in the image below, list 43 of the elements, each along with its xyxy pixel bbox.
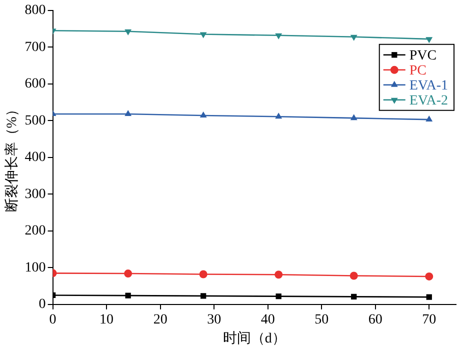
point — [426, 116, 433, 122]
x-axis-title: 时间（d） — [222, 330, 286, 346]
point — [124, 110, 132, 116]
point — [426, 37, 433, 44]
point — [124, 29, 132, 36]
y-tick-label: 200 — [24, 224, 46, 239]
y-tick-label: 700 — [24, 40, 46, 55]
y-tick-label: 400 — [24, 150, 46, 166]
y-tick-label: 600 — [24, 76, 46, 92]
point — [276, 293, 282, 300]
y-tick-label: 0 — [38, 297, 46, 312]
legend-label: PVC — [409, 48, 437, 64]
point — [274, 270, 283, 279]
x-tick-label: 50 — [314, 312, 329, 328]
legend-label: EVA-1 — [409, 78, 448, 94]
y-axis-title: 断裂伸长率（%） — [4, 102, 20, 212]
y-tick-label: 100 — [24, 260, 46, 276]
x-tick-label: 0 — [49, 312, 56, 328]
point — [350, 272, 358, 280]
y-tick-label: 500 — [24, 113, 46, 128]
x-tick-label: 30 — [207, 312, 222, 328]
point — [350, 114, 358, 120]
point — [426, 294, 432, 300]
point — [351, 294, 357, 300]
point — [200, 293, 206, 299]
point — [125, 292, 131, 298]
point — [200, 32, 207, 38]
point — [199, 270, 208, 278]
point — [275, 112, 282, 119]
x-tick-label: 70 — [422, 312, 436, 328]
y-tick-label: 300 — [24, 186, 46, 202]
point — [200, 112, 207, 118]
legend-label: EVA-2 — [409, 94, 448, 109]
point — [425, 272, 434, 280]
x-tick-label: 20 — [153, 312, 168, 328]
legend-label: PC — [409, 64, 426, 79]
point — [350, 34, 358, 41]
point — [124, 270, 132, 278]
y-tick-label: 800 — [24, 3, 46, 18]
x-tick-label: 60 — [368, 312, 382, 328]
x-tick-label: 10 — [100, 312, 114, 328]
x-tick-label: 40 — [260, 312, 275, 328]
point — [275, 33, 282, 40]
